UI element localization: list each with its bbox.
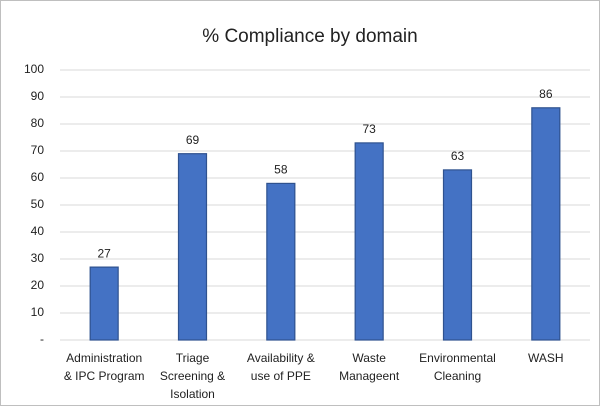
x-tick-label: Environmental Cleaning: [419, 351, 496, 383]
bar: [442, 169, 473, 341]
bar: [266, 182, 296, 341]
data-label: 73: [362, 122, 376, 136]
x-tick-label: Availability & use of PPE: [247, 351, 315, 383]
y-tick-label: 20: [31, 278, 45, 292]
y-tick-label: 60: [31, 170, 45, 184]
data-label: 63: [451, 149, 465, 163]
data-label: 86: [539, 87, 553, 101]
bar: [354, 142, 384, 341]
x-tick-label: WASH: [528, 351, 564, 365]
x-tick-label: Triage Screening & Isolation: [160, 351, 225, 401]
y-tick-label: 10: [31, 305, 45, 319]
y-tick-label: 80: [31, 116, 45, 130]
chart-title: % Compliance by domain: [202, 26, 417, 47]
y-tick-label: 50: [31, 197, 45, 211]
y-tick-label: 100: [24, 62, 44, 76]
data-label: 69: [186, 133, 200, 147]
y-tick-label: 30: [31, 251, 45, 265]
y-tick-label: 90: [31, 89, 45, 103]
bar: [89, 266, 119, 341]
x-tick-label: Administration & IPC Program: [64, 351, 145, 383]
y-tick-label: 70: [31, 143, 45, 157]
bar: [177, 153, 208, 341]
bar: [531, 107, 561, 341]
data-label: 27: [97, 246, 111, 260]
data-label: 58: [274, 163, 288, 177]
x-tick-label: Waste Manageent: [339, 351, 400, 383]
y-tick-label: 40: [31, 224, 45, 238]
y-tick-label: -: [40, 332, 44, 346]
